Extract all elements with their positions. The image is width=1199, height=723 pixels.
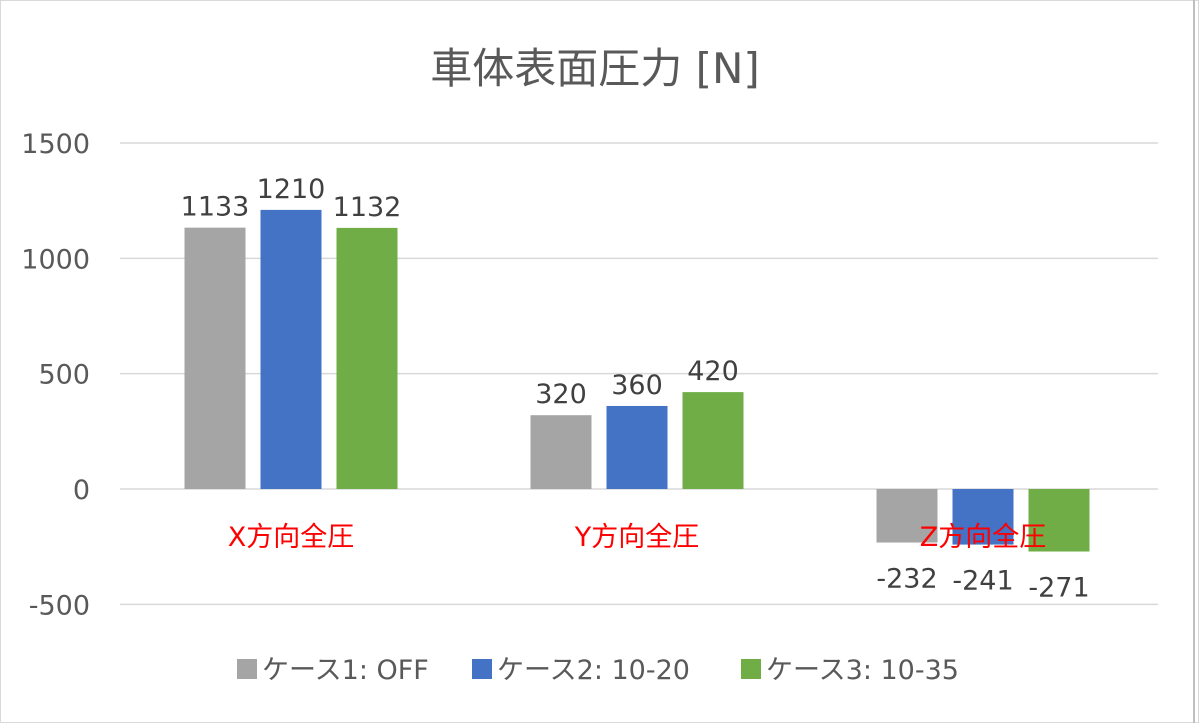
bar[interactable] xyxy=(1028,489,1090,552)
bars xyxy=(184,209,1090,552)
data-label: 1132 xyxy=(333,192,402,223)
bar[interactable] xyxy=(682,392,744,489)
data-label: 420 xyxy=(687,356,739,387)
legend[interactable]: ケース1: OFF ケース2: 10-20 ケース3: 10-35 xyxy=(237,655,959,686)
y-tick-label: 1500 xyxy=(21,129,90,160)
legend-swatch xyxy=(237,659,257,679)
bar[interactable] xyxy=(336,227,398,490)
data-label: -232 xyxy=(876,564,937,595)
data-label: 1210 xyxy=(257,174,326,205)
legend-label[interactable]: ケース1: OFF xyxy=(262,655,429,686)
category-label: X方向全圧 xyxy=(228,522,355,553)
legend-swatch xyxy=(472,659,492,679)
y-tick-label: -500 xyxy=(29,590,90,621)
data-label: 360 xyxy=(611,370,663,401)
data-label: -241 xyxy=(952,566,1013,597)
y-tick-label: 500 xyxy=(38,360,90,391)
bar[interactable] xyxy=(184,227,246,489)
category-labels: X方向全圧 Y方向全圧 Z方向全圧 xyxy=(228,522,1047,553)
y-tick-label: 0 xyxy=(73,475,90,506)
legend-label[interactable]: ケース3: 10-35 xyxy=(766,655,959,686)
data-label: 320 xyxy=(535,379,587,410)
category-label: Z方向全圧 xyxy=(920,522,1047,553)
bar[interactable] xyxy=(876,489,938,543)
worksheet-edge xyxy=(1193,0,1195,723)
data-label: -271 xyxy=(1028,573,1089,604)
legend-swatch xyxy=(741,659,761,679)
chart-title: 車体表面圧力 [N] xyxy=(430,44,760,93)
data-label: 1133 xyxy=(181,192,250,223)
y-tick-label: 1000 xyxy=(21,244,90,275)
bar[interactable] xyxy=(952,489,1014,545)
bar[interactable] xyxy=(606,405,668,489)
category-label: Y方向全圧 xyxy=(574,522,700,553)
bar[interactable] xyxy=(530,415,592,489)
y-axis: -500 0 500 1000 1500 xyxy=(21,129,90,621)
bar[interactable] xyxy=(260,209,322,490)
legend-label[interactable]: ケース2: 10-20 xyxy=(497,655,690,686)
